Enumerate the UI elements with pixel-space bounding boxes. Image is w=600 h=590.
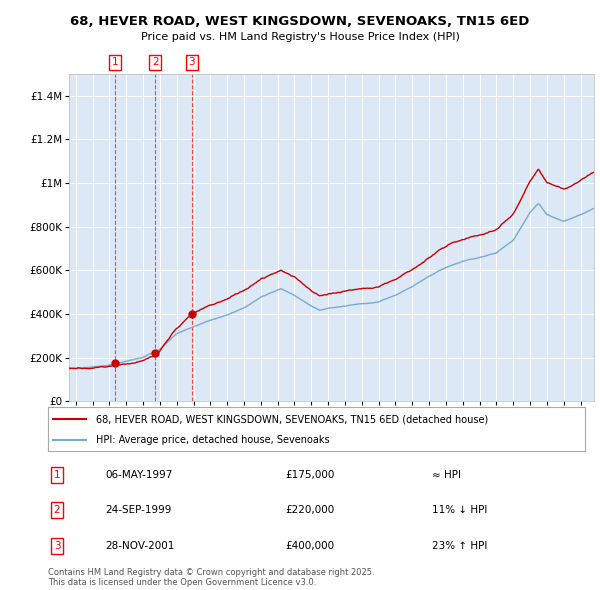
Text: 23% ↑ HPI: 23% ↑ HPI (432, 541, 487, 550)
Text: 68, HEVER ROAD, WEST KINGSDOWN, SEVENOAKS, TN15 6ED (detached house): 68, HEVER ROAD, WEST KINGSDOWN, SEVENOAK… (97, 414, 488, 424)
Text: 2: 2 (53, 506, 61, 515)
Text: 06-MAY-1997: 06-MAY-1997 (105, 470, 172, 480)
Text: Price paid vs. HM Land Registry's House Price Index (HPI): Price paid vs. HM Land Registry's House … (140, 32, 460, 42)
Text: 68, HEVER ROAD, WEST KINGSDOWN, SEVENOAKS, TN15 6ED: 68, HEVER ROAD, WEST KINGSDOWN, SEVENOAK… (70, 15, 530, 28)
Text: HPI: Average price, detached house, Sevenoaks: HPI: Average price, detached house, Seve… (97, 435, 330, 445)
Text: 3: 3 (188, 57, 195, 67)
Text: £400,000: £400,000 (285, 541, 334, 550)
Text: £220,000: £220,000 (285, 506, 334, 515)
Text: 1: 1 (112, 57, 119, 67)
Text: Contains HM Land Registry data © Crown copyright and database right 2025.
This d: Contains HM Land Registry data © Crown c… (48, 568, 374, 587)
Text: 11% ↓ HPI: 11% ↓ HPI (432, 506, 487, 515)
Text: 1: 1 (53, 470, 61, 480)
Text: 24-SEP-1999: 24-SEP-1999 (105, 506, 172, 515)
Text: 2: 2 (152, 57, 158, 67)
Text: 28-NOV-2001: 28-NOV-2001 (105, 541, 175, 550)
Text: ≈ HPI: ≈ HPI (432, 470, 461, 480)
Text: 3: 3 (53, 541, 61, 550)
Text: £175,000: £175,000 (285, 470, 334, 480)
